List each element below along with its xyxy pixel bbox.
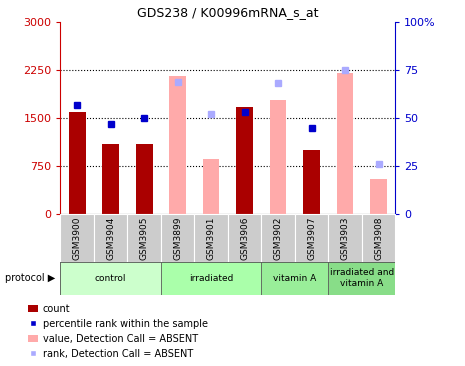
Text: GSM3904: GSM3904 <box>106 216 115 259</box>
Text: GSM3902: GSM3902 <box>273 216 283 259</box>
Bar <box>127 214 161 262</box>
Text: GSM3900: GSM3900 <box>73 216 82 259</box>
Text: GSM3903: GSM3903 <box>340 216 350 259</box>
Bar <box>203 160 219 214</box>
Bar <box>169 76 186 214</box>
Bar <box>362 214 395 262</box>
Bar <box>236 107 253 214</box>
Text: GSM3901: GSM3901 <box>206 216 216 259</box>
Bar <box>194 214 228 262</box>
Bar <box>303 150 320 214</box>
Bar <box>60 262 161 295</box>
Bar <box>203 159 219 214</box>
Text: protocol ▶: protocol ▶ <box>5 273 55 283</box>
Bar <box>102 144 119 214</box>
Bar <box>370 179 387 214</box>
Title: GDS238 / K00996mRNA_s_at: GDS238 / K00996mRNA_s_at <box>137 6 319 19</box>
Text: GSM3905: GSM3905 <box>140 216 149 259</box>
Text: GSM3907: GSM3907 <box>307 216 316 259</box>
Bar <box>261 214 295 262</box>
Bar <box>228 214 261 262</box>
Text: GSM3906: GSM3906 <box>240 216 249 259</box>
Text: GSM3899: GSM3899 <box>173 216 182 259</box>
Text: control: control <box>95 274 126 283</box>
Bar <box>337 73 353 214</box>
Text: irradiated and
vitamin A: irradiated and vitamin A <box>330 268 394 288</box>
Bar <box>328 214 362 262</box>
Bar <box>60 214 94 262</box>
Bar <box>161 214 194 262</box>
Bar <box>69 112 86 214</box>
Bar <box>328 262 395 295</box>
Bar <box>161 262 261 295</box>
Bar <box>94 214 127 262</box>
Bar <box>261 262 328 295</box>
Legend: count, percentile rank within the sample, value, Detection Call = ABSENT, rank, : count, percentile rank within the sample… <box>28 304 208 359</box>
Text: vitamin A: vitamin A <box>273 274 317 283</box>
Bar <box>136 144 153 214</box>
Bar <box>295 214 328 262</box>
Bar <box>270 100 286 214</box>
Text: GSM3908: GSM3908 <box>374 216 383 259</box>
Text: irradiated: irradiated <box>189 274 233 283</box>
